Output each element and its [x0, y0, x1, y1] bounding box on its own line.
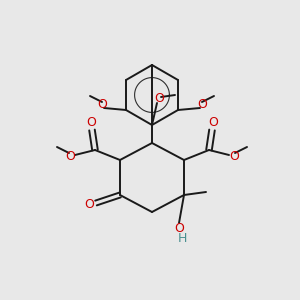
Text: O: O — [229, 151, 239, 164]
Text: O: O — [154, 92, 164, 106]
Text: O: O — [197, 98, 207, 110]
Text: O: O — [174, 221, 184, 235]
Text: O: O — [84, 197, 94, 211]
Text: O: O — [97, 98, 107, 110]
Text: O: O — [86, 116, 96, 128]
Text: O: O — [65, 151, 75, 164]
Text: H: H — [177, 232, 187, 244]
Text: O: O — [208, 116, 218, 128]
